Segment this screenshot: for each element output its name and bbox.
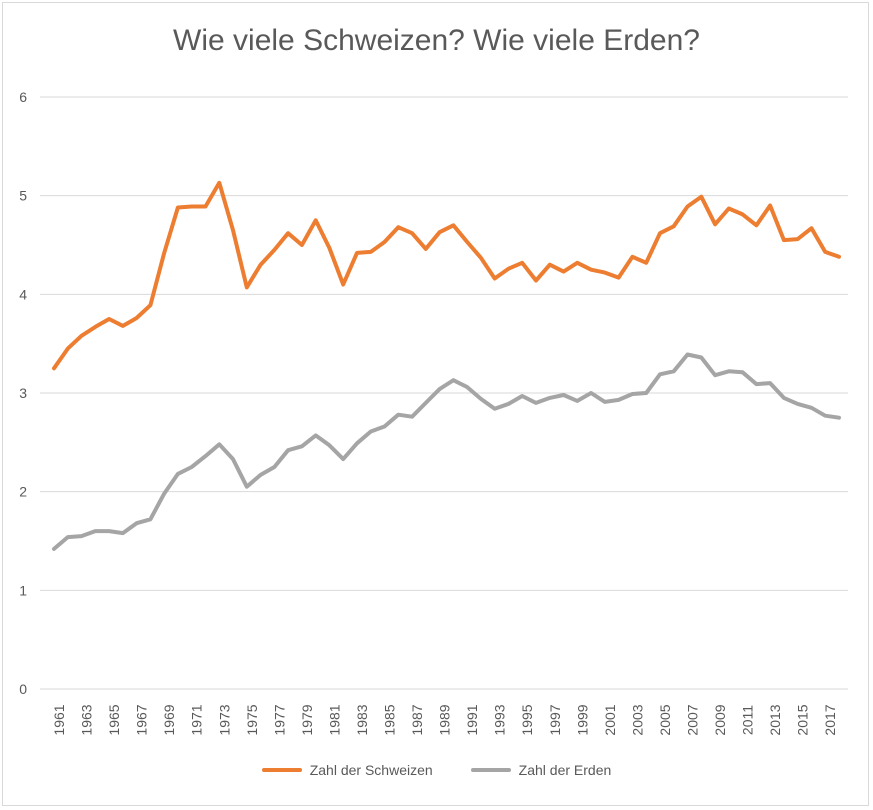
x-tick-label: 1983 <box>354 704 370 735</box>
x-tick-label: 1963 <box>79 704 95 735</box>
x-tick-label: 2009 <box>712 704 728 735</box>
x-tick-label: 2001 <box>602 704 618 735</box>
x-tick-label: 1999 <box>574 704 590 735</box>
y-tick-label: 3 <box>19 385 27 401</box>
x-axis-ticks: 1961 1963 1965 1967 1969 1971 1973 1975 1977 1979… <box>51 704 838 735</box>
y-tick-label: 0 <box>19 681 27 697</box>
y-axis-ticks: 0 1 2 3 4 5 6 <box>19 89 27 697</box>
x-tick-label: 1987 <box>409 704 425 735</box>
series-lines <box>52 180 841 551</box>
y-tick-label: 2 <box>19 484 27 500</box>
x-tick-label: 1969 <box>161 704 177 735</box>
chart-title: Wie viele Schweizen? Wie viele Erden? <box>173 24 700 57</box>
legend: Zahl der Schweizen Zahl der Erden <box>0 762 873 778</box>
x-tick-label: 1995 <box>519 704 535 735</box>
x-tick-label: 1985 <box>382 704 398 735</box>
x-tick-label: 1971 <box>189 704 205 735</box>
series-line-2 <box>52 352 841 551</box>
y-tick-label: 6 <box>19 89 27 105</box>
x-tick-label: 1979 <box>299 704 315 735</box>
legend-swatch <box>261 768 302 772</box>
x-tick-label: 2005 <box>657 704 673 735</box>
x-tick-label: 2007 <box>685 704 701 735</box>
legend-swatch <box>470 768 511 772</box>
x-tick-label: 1975 <box>244 704 260 735</box>
x-tick-label: 1973 <box>216 704 232 735</box>
x-tick-label: 1997 <box>547 704 563 735</box>
legend-item-1: Zahl der Schweizen <box>261 762 433 778</box>
x-tick-label: 1991 <box>464 704 480 735</box>
x-tick-label: 1981 <box>326 704 342 735</box>
x-tick-label: 2003 <box>629 704 645 735</box>
y-tick-label: 5 <box>19 188 27 204</box>
gridlines <box>40 96 848 690</box>
y-tick-label: 4 <box>19 286 27 302</box>
series-line-1 <box>52 180 841 371</box>
x-tick-label: 2015 <box>795 704 811 735</box>
x-tick-label: 1967 <box>134 704 150 735</box>
legend-label: Zahl der Schweizen <box>309 762 433 778</box>
y-tick-label: 1 <box>19 582 27 598</box>
x-tick-label: 1993 <box>492 704 508 735</box>
legend-item-2: Zahl der Erden <box>470 762 612 778</box>
x-tick-label: 1989 <box>437 704 453 735</box>
x-tick-label: 2011 <box>740 705 756 735</box>
x-tick-label: 1961 <box>51 704 67 735</box>
legend-label: Zahl der Erden <box>518 762 612 778</box>
x-tick-label: 2017 <box>822 704 838 735</box>
x-tick-label: 1977 <box>271 704 287 735</box>
x-tick-label: 2013 <box>767 704 783 735</box>
x-tick-label: 1965 <box>106 704 122 735</box>
